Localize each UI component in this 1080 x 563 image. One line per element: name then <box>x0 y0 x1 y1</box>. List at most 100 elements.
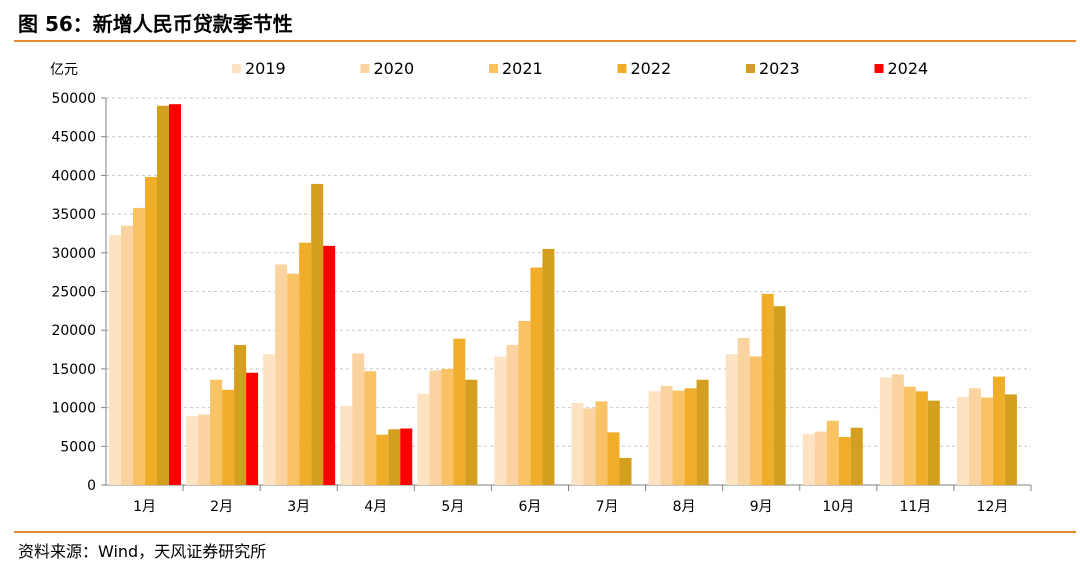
x-tick-label: 3月 <box>287 499 310 515</box>
bar-2021-9 <box>749 356 762 485</box>
bar-2020-1 <box>121 225 133 485</box>
x-tick-label: 1月 <box>133 499 156 515</box>
bar-2021-7 <box>595 401 608 485</box>
bar-2019-12 <box>956 396 969 485</box>
axes: 0 5000 10000 15000 20000 25000 30000 35000 40000… <box>51 91 1032 515</box>
bar-2023-1 <box>157 105 169 486</box>
bar-2022-3 <box>299 242 312 485</box>
header-divider <box>14 40 1076 42</box>
bar-2020-9 <box>737 337 750 485</box>
y-tick-label: 40000 <box>51 168 96 184</box>
legend-swatch-2021 <box>489 64 498 73</box>
y-tick-label: 20000 <box>51 323 96 339</box>
bar-chart: 0 5000 10000 15000 20000 25000 30000 35000 40000… <box>50 59 1032 515</box>
bar-2022-9 <box>761 293 774 485</box>
bar-2019-7 <box>571 402 584 485</box>
bar-2020-2 <box>198 414 211 485</box>
legend: 2019 2020 2021 2022 2023 2024 <box>232 59 928 78</box>
bar-2023-11 <box>927 400 940 485</box>
y-tick-label: 5000 <box>60 439 96 455</box>
legend-label-2023: 2023 <box>759 59 800 78</box>
bar-2022-12 <box>992 376 1005 485</box>
bar-2024-2 <box>246 372 259 485</box>
bar-2024-3 <box>323 245 336 485</box>
legend-label-2024: 2024 <box>888 59 929 78</box>
source-note: 资料来源：Wind，天风证券研究所 <box>18 542 267 561</box>
bar-2022-8 <box>684 388 697 485</box>
bar-2022-11 <box>915 391 928 485</box>
bar-2022-1 <box>145 176 157 485</box>
bar-2019-2 <box>186 416 199 485</box>
bar-2020-8 <box>660 385 673 485</box>
bar-2023-5 <box>465 379 478 485</box>
bar-2024-1 <box>169 104 181 485</box>
y-tick-label: 0 <box>87 478 96 494</box>
bar-2020-3 <box>275 264 288 485</box>
bars <box>109 104 1017 486</box>
bar-2020-6 <box>506 344 519 485</box>
legend-label-2019: 2019 <box>245 59 286 78</box>
bar-2020-4 <box>352 353 365 485</box>
x-tick-label: 4月 <box>364 499 387 515</box>
bar-2019-1 <box>109 234 121 485</box>
x-tick-label: 10月 <box>822 499 854 515</box>
y-tick-label: 45000 <box>51 130 96 146</box>
bar-2019-3 <box>263 354 276 485</box>
bar-2021-1 <box>133 207 145 485</box>
bar-2021-12 <box>980 397 993 485</box>
bar-2021-11 <box>903 386 916 485</box>
legend-swatch-2024 <box>874 64 884 73</box>
legend-swatch-2019 <box>232 64 241 73</box>
y-tick-label: 30000 <box>51 246 96 262</box>
legend-label-2020: 2020 <box>374 59 415 78</box>
bar-2019-6 <box>494 356 507 485</box>
bar-2021-6 <box>518 320 531 485</box>
x-tick-label: 5月 <box>441 499 464 515</box>
x-tick-label: 11月 <box>899 499 931 515</box>
bar-2020-7 <box>583 408 596 485</box>
bar-2023-2 <box>234 344 247 485</box>
y-tick-label: 50000 <box>51 91 96 107</box>
bar-2023-6 <box>542 248 555 485</box>
bar-2023-7 <box>619 457 632 485</box>
bar-2024-4 <box>400 428 413 485</box>
bar-2019-10 <box>802 433 815 485</box>
legend-swatch-2020 <box>360 64 370 73</box>
bar-2023-10 <box>850 427 863 485</box>
y-tick-label: 10000 <box>51 401 96 417</box>
bar-2019-4 <box>340 406 353 485</box>
x-tick-label: 2月 <box>210 499 233 515</box>
y-axis-unit: 亿元 <box>50 62 78 78</box>
bar-2022-4 <box>376 434 389 485</box>
bar-2023-9 <box>773 306 786 485</box>
bar-2023-8 <box>696 379 709 485</box>
x-tick-label: 9月 <box>750 499 773 515</box>
x-tick-label: 6月 <box>518 499 541 515</box>
bar-2019-8 <box>648 391 661 485</box>
x-tick-label: 7月 <box>596 499 619 515</box>
bar-2019-11 <box>879 377 892 485</box>
bar-2021-5 <box>441 368 454 485</box>
y-tick-label: 25000 <box>51 285 96 301</box>
bar-2022-10 <box>838 437 851 485</box>
gridlines <box>106 97 1031 447</box>
x-tick-label: 12月 <box>977 499 1009 515</box>
bar-2023-3 <box>311 183 324 485</box>
legend-swatch-2022 <box>617 64 627 73</box>
bar-2019-9 <box>725 354 738 485</box>
bar-2022-7 <box>607 432 620 485</box>
chart-title: 图 56：新增人民币贷款季节性 <box>18 12 293 36</box>
footer-divider <box>14 531 1076 533</box>
bar-2022-5 <box>453 338 466 485</box>
bar-2023-12 <box>1004 394 1017 485</box>
y-tick-label: 15000 <box>51 362 96 378</box>
bar-2021-8 <box>672 390 685 485</box>
bar-2020-10 <box>814 431 827 485</box>
legend-label-2022: 2022 <box>631 59 672 78</box>
bar-2020-11 <box>891 374 904 485</box>
bar-2021-3 <box>287 273 300 485</box>
bar-2019-5 <box>417 393 430 485</box>
bar-2020-5 <box>429 370 442 485</box>
legend-swatch-2023 <box>746 64 755 73</box>
bar-2021-4 <box>364 371 377 485</box>
